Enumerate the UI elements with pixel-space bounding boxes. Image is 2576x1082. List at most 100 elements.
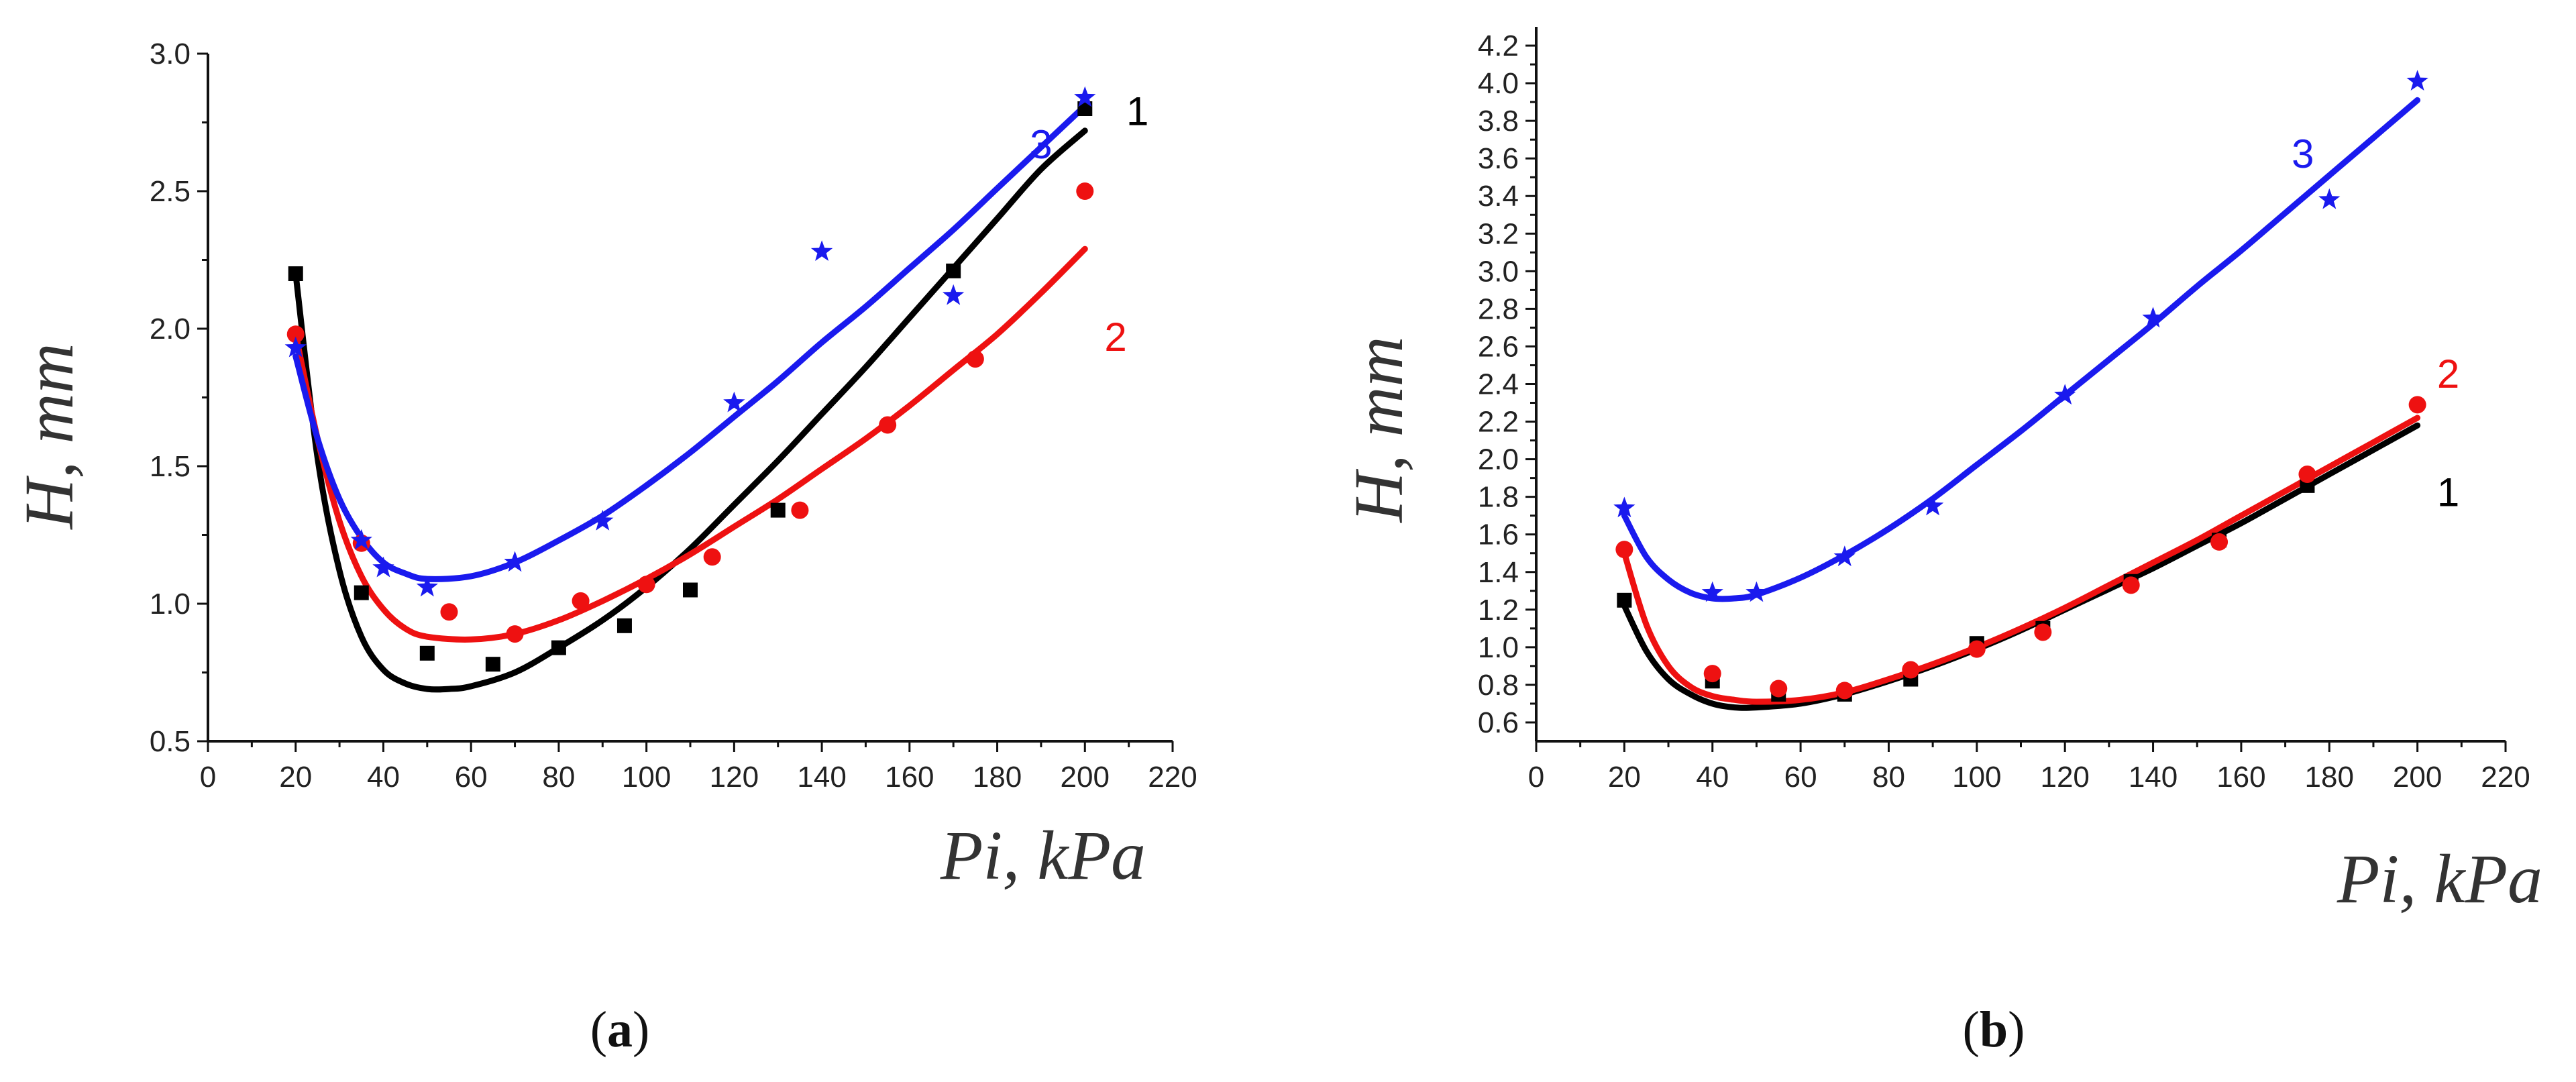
- panel-b-x-axis-title: Pi, kPa: [2337, 841, 2542, 918]
- data-point-series-2: [2210, 533, 2229, 551]
- data-point-series-2: [506, 625, 524, 643]
- y-tick-label: 0.8: [1478, 669, 1519, 702]
- y-tick-label: 1.6: [1478, 519, 1519, 551]
- x-tick-label: 40: [1696, 761, 1729, 794]
- panel-a-y-axis-title: H, mm: [11, 343, 88, 530]
- data-point-series-3: [416, 576, 438, 597]
- panel-b-x-ticks: 0 20 40 60 80 100 120 140 160 180 200 220: [1528, 741, 2530, 794]
- data-point-series-2: [440, 603, 458, 621]
- panel-a-label: (a): [590, 1002, 650, 1058]
- fit-curve-series-2: [292, 246, 1088, 643]
- x-tick-label: 20: [1608, 761, 1641, 794]
- data-point-series-3: [592, 510, 614, 531]
- x-tick-label: 0: [1528, 761, 1544, 794]
- x-tick-label: 220: [2481, 761, 2530, 794]
- panel-b-label: (b): [1963, 1002, 2025, 1058]
- data-point-series-2: [1076, 182, 1094, 200]
- y-tick-label: 2.5: [150, 175, 191, 208]
- data-point-series-1: [1617, 592, 1632, 608]
- y-tick-label: 2.8: [1478, 292, 1519, 325]
- data-point-series-2: [2034, 623, 2052, 641]
- x-tick-label: 60: [455, 761, 488, 794]
- data-point-series-2: [1770, 680, 1788, 698]
- data-point-series-1: [946, 263, 961, 278]
- panel-b-y-axis-title: H, mm: [1340, 336, 1417, 523]
- data-point-series-1: [683, 582, 698, 598]
- data-point-series-3: [1833, 545, 1856, 567]
- data-point-series-1: [551, 640, 566, 655]
- panel-a: 0.5 1.0 1.5 2.0 2.5 3.0 0 20 40 60 80 100 120 140 160…: [11, 38, 1197, 1058]
- y-tick-label: 1.0: [1478, 631, 1519, 664]
- panel-b-markers: [1613, 70, 2428, 702]
- data-point-series-1: [354, 585, 369, 600]
- data-point-series-2: [637, 576, 655, 594]
- data-point-series-3: [1922, 494, 1944, 516]
- panel-b-curve-labels: 1 2 3: [2292, 131, 2459, 515]
- fit-curve-series-3: [292, 103, 1088, 582]
- y-tick-label: 3.2: [1478, 217, 1519, 250]
- data-point-series-2: [1703, 665, 1721, 683]
- data-point-series-2: [966, 350, 984, 368]
- panel-a-label-close: ): [633, 1002, 649, 1058]
- data-point-series-3: [372, 556, 394, 578]
- y-tick-label: 3.6: [1478, 142, 1519, 175]
- data-point-series-1: [288, 266, 303, 281]
- data-point-series-3: [1074, 86, 1096, 107]
- curve-label-series-2: 2: [2437, 351, 2459, 396]
- x-tick-label: 100: [1952, 761, 2001, 794]
- data-point-series-3: [504, 551, 526, 572]
- y-tick-label: 2.0: [150, 313, 191, 345]
- x-tick-label: 120: [710, 761, 759, 794]
- panel-a-curve-labels: 1 2 3: [1030, 89, 1148, 360]
- x-tick-label: 200: [2393, 761, 2442, 794]
- data-point-series-3: [1613, 496, 1635, 518]
- data-point-series-2: [2408, 396, 2426, 414]
- x-tick-label: 160: [2216, 761, 2265, 794]
- data-point-series-3: [943, 284, 965, 305]
- y-tick-label: 2.6: [1478, 330, 1519, 363]
- x-tick-label: 80: [542, 761, 575, 794]
- y-tick-label: 1.5: [150, 450, 191, 483]
- y-tick-label: 1.2: [1478, 594, 1519, 627]
- curve-label-series-2: 2: [1104, 315, 1126, 360]
- data-point-series-3: [810, 240, 833, 261]
- data-point-series-2: [2298, 466, 2316, 484]
- panel-b-label-close: ): [2008, 1002, 2025, 1058]
- curve-label-series-1: 1: [2437, 470, 2459, 515]
- data-point-series-1: [419, 645, 435, 661]
- y-tick-label: 2.2: [1478, 406, 1519, 439]
- panel-a-x-axis-title: Pi, kPa: [940, 817, 1146, 894]
- data-point-series-3: [2142, 307, 2164, 328]
- data-point-series-2: [879, 416, 897, 434]
- panel-a-fit-curves: [292, 103, 1088, 693]
- x-tick-label: 40: [367, 761, 400, 794]
- x-tick-label: 200: [1061, 761, 1110, 794]
- data-point-series-3: [2406, 70, 2428, 91]
- data-point-series-3: [2318, 188, 2341, 209]
- y-tick-label: 4.2: [1478, 30, 1519, 62]
- data-point-series-2: [1902, 661, 1920, 679]
- y-tick-label: 3.0: [1478, 255, 1519, 288]
- data-point-series-1: [485, 657, 500, 672]
- curve-label-series-3: 3: [2292, 131, 2314, 176]
- panel-b-fit-curves: [1621, 97, 2421, 711]
- data-point-series-3: [723, 391, 745, 413]
- fit-curve-series-1: [1621, 422, 2421, 711]
- y-tick-label: 1.8: [1478, 481, 1519, 514]
- data-point-series-3: [350, 529, 372, 550]
- data-point-series-3: [1701, 581, 1723, 602]
- panel-a-label-letter: a: [607, 1002, 633, 1058]
- y-tick-label: 0.6: [1478, 706, 1519, 739]
- panel-b-label-open: (: [1963, 1002, 1980, 1058]
- fit-curve-series-2: [1621, 415, 2421, 705]
- data-point-series-1: [770, 502, 786, 518]
- x-tick-label: 220: [1148, 761, 1197, 794]
- panel-b-label-letter: b: [1980, 1002, 2008, 1058]
- y-tick-label: 0.5: [150, 725, 191, 758]
- x-tick-label: 0: [200, 761, 216, 794]
- data-point-series-1: [1077, 101, 1093, 116]
- y-tick-label: 4.0: [1478, 67, 1519, 100]
- panel-a-y-ticks: 0.5 1.0 1.5 2.0 2.5 3.0: [150, 38, 208, 758]
- y-tick-label: 2.4: [1478, 368, 1519, 401]
- x-tick-label: 180: [973, 761, 1022, 794]
